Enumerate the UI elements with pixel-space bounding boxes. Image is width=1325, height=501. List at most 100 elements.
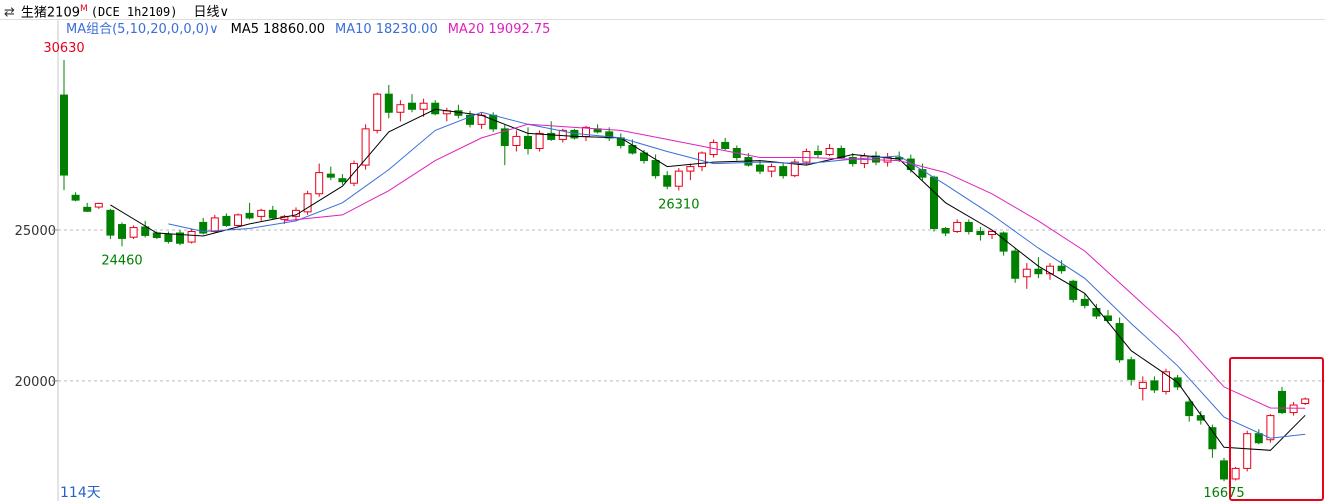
- candle-body: [466, 114, 474, 125]
- candle-body: [292, 209, 300, 217]
- legend-name: MA5: [230, 22, 259, 37]
- candle-body: [1231, 467, 1240, 480]
- candle-body: [268, 209, 277, 219]
- legend-items: MA5 18860.00 MA10 18230.00 MA20 19092.75: [231, 22, 561, 37]
- candle-body: [802, 151, 811, 163]
- candle-body: [941, 227, 950, 234]
- candle-body: [106, 209, 115, 236]
- candle-body: [176, 232, 184, 244]
- y-tick-label: 25000: [15, 224, 56, 239]
- candle-body: [1266, 415, 1275, 441]
- legend-value: 18230.00: [375, 22, 438, 37]
- candle-body: [129, 227, 138, 238]
- candle-body: [930, 176, 938, 229]
- candle-body: [500, 128, 509, 146]
- candle-body: [1046, 265, 1054, 275]
- candle-body: [187, 230, 196, 243]
- candle-body: [222, 215, 231, 226]
- candle-body: [953, 221, 962, 232]
- candle-body: [164, 234, 173, 242]
- candle-body: [651, 160, 660, 177]
- candle-body: [964, 221, 973, 232]
- exchange: (DCE 1h2109): [90, 5, 178, 20]
- candle-body: [396, 104, 405, 113]
- candle-body: [71, 194, 80, 201]
- candle-body: [674, 170, 683, 187]
- candle-body: [489, 114, 498, 130]
- candle-body: [1069, 280, 1078, 300]
- candle-body: [535, 132, 544, 149]
- candle-body: [234, 214, 242, 226]
- candle-body: [512, 135, 521, 146]
- candle-body: [152, 232, 161, 239]
- candle-body: [790, 161, 799, 177]
- low-label: 24460: [101, 253, 142, 268]
- candle-body: [1080, 298, 1089, 306]
- ma-group[interactable]: MA组合(5,10,20,0,0,0)∨: [66, 22, 219, 37]
- candle-body: [210, 217, 219, 232]
- candle-body: [83, 206, 92, 212]
- legend-value: 18860.00: [263, 22, 326, 37]
- candle-body: [640, 152, 648, 162]
- legend-entry: MA10 18230.00: [335, 22, 438, 37]
- candle-body: [1115, 323, 1124, 361]
- candle-body: [848, 157, 857, 165]
- candle-body: [825, 147, 834, 156]
- candle-body: [1127, 359, 1136, 380]
- candle-body: [779, 166, 788, 177]
- candle-body: [315, 172, 324, 195]
- low-label: 26310: [658, 197, 699, 212]
- legend-name: MA10: [335, 22, 372, 37]
- candle-body: [373, 93, 382, 131]
- candle-body: [1289, 404, 1298, 414]
- day-count: 114天: [60, 485, 101, 501]
- candle-body: [686, 166, 695, 172]
- candle-body: [663, 175, 672, 187]
- candle-body: [814, 151, 822, 156]
- candle-body: [118, 224, 126, 239]
- candle-body: [918, 169, 927, 178]
- candle-body: [338, 178, 347, 183]
- candle-body: [257, 209, 266, 217]
- symbol-mark: M: [80, 4, 88, 14]
- candle-body: [245, 212, 254, 219]
- candle-body: [1022, 268, 1031, 278]
- ma-legend: MA组合(5,10,20,0,0,0)∨ MA5 18860.00 MA10 18230…: [66, 21, 566, 39]
- candle-body: [384, 93, 393, 113]
- candle-body: [361, 128, 370, 166]
- candle-body: [756, 164, 764, 172]
- candle-body: [141, 226, 150, 236]
- candle-body: [431, 102, 440, 115]
- candle-body: [408, 102, 416, 110]
- candle-body: [60, 94, 68, 176]
- candle-body: [976, 230, 985, 236]
- candle-body: [1301, 398, 1310, 405]
- link-icon[interactable]: ⇄: [4, 5, 15, 21]
- candle-body: [199, 221, 208, 234]
- candle-body: [1243, 433, 1252, 469]
- candle-body: [419, 102, 428, 110]
- header: ⇄ 生猪2109M (DCE 1h2109) 日线∨: [0, 0, 1325, 20]
- candle-body: [1150, 380, 1159, 391]
- candle-body: [558, 129, 567, 140]
- symbol[interactable]: 生猪2109: [20, 5, 80, 21]
- candle-body: [872, 155, 880, 163]
- candle-body: [1162, 371, 1170, 392]
- low-label: 16675: [1203, 486, 1244, 501]
- candle-body: [94, 202, 103, 208]
- legend-name: MA20: [447, 22, 485, 37]
- ma-line: [168, 111, 1306, 439]
- candle-body: [1254, 433, 1263, 444]
- ma-line: [110, 108, 1306, 451]
- candle-body: [1220, 460, 1228, 480]
- candle-body: [1011, 250, 1020, 279]
- period[interactable]: 日线∨: [193, 5, 229, 21]
- high-label: 30630: [43, 41, 84, 56]
- candle-body: [1278, 390, 1286, 414]
- candle-body: [547, 132, 556, 140]
- candle-body: [721, 141, 730, 149]
- y-tick-label: 20000: [15, 375, 56, 390]
- legend-value: 19092.75: [488, 22, 551, 37]
